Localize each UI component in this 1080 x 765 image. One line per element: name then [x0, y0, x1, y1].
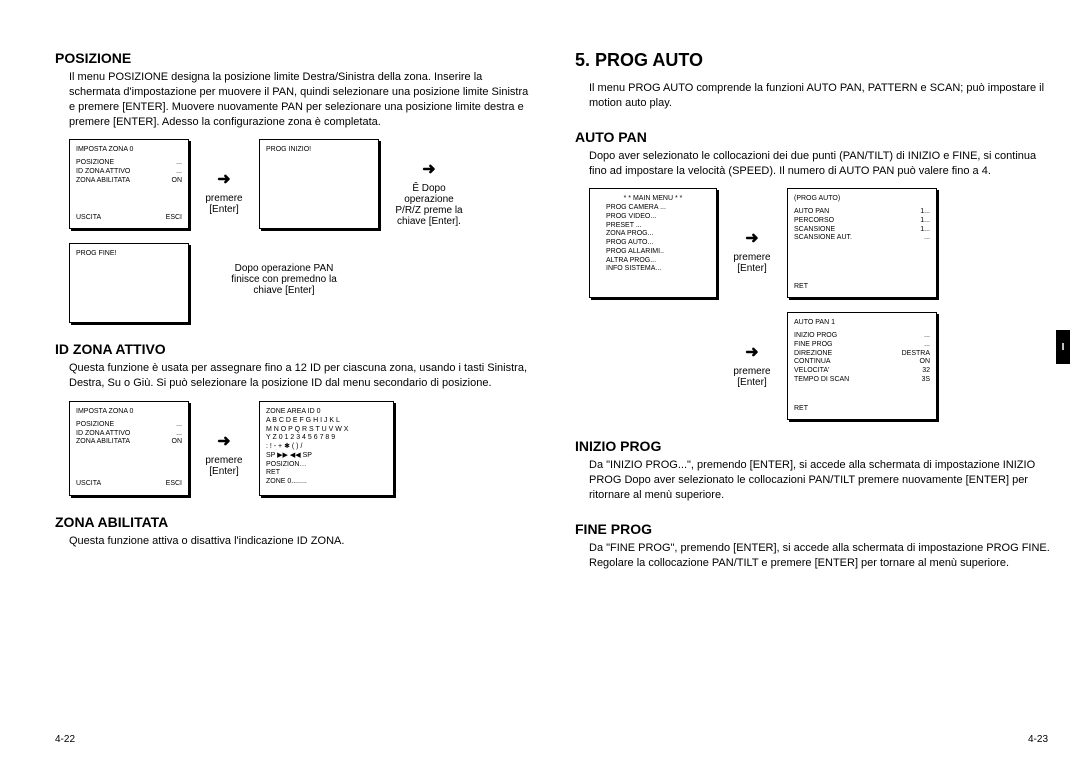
idzona-diagram: IMPOSTA ZONA 0 POSIZIONE... ID ZONA ATTI… — [69, 401, 535, 496]
zona-abilitata-body: Questa funzione attiva o disattiva l'ind… — [55, 534, 535, 549]
section-tab: I — [1056, 330, 1070, 364]
menu-box-prog-inizio: PROG INIZIO! — [259, 139, 379, 229]
left-page: POSIZIONE Il menu POSIZIONE designa la p… — [55, 50, 535, 549]
arrow-icon: ➜ — [745, 342, 758, 362]
menu-box-main-menu: * * MAIN MENU * * PROG CAMERA ... PROG V… — [589, 188, 717, 298]
arrow-3: ➜ premere [Enter] — [189, 401, 259, 477]
fine-prog-heading: FINE PROG — [575, 521, 1055, 537]
fine-prog-body: Da "FINE PROG", premendo [ENTER], si acc… — [575, 541, 1055, 571]
menu-box-imposta-zona-2: IMPOSTA ZONA 0 POSIZIONE... ID ZONA ATTI… — [69, 401, 189, 496]
menu-box-auto-pan-detail: AUTO PAN 1 INIZIO PROG... FINE PROG... D… — [787, 312, 937, 420]
autopan-body: Dopo aver selezionato le collocazioni de… — [575, 149, 1055, 179]
arrow-icon: ➜ — [422, 159, 435, 179]
menu-box-zone-area-id: ZONE AREA ID 0 A B C D E F G H I J K L M… — [259, 401, 394, 496]
right-page: 5. PROG AUTO Il menu PROG AUTO comprende… — [575, 50, 1055, 571]
idzona-body: Questa funzione è usata per assegnare fi… — [55, 361, 535, 391]
page-number-left: 4-22 — [55, 734, 75, 745]
arrow-icon: ➜ — [217, 169, 230, 189]
menu-box-imposta-zona: IMPOSTA ZONA 0 POSIZIONE... ID ZONA ATTI… — [69, 139, 189, 229]
menu-box-prog-fine: PROG FINE! — [69, 243, 189, 323]
arrow-2: ➜ Ê Dopo operazione P/R/Z preme la chiav… — [379, 139, 479, 227]
caption-prog-fine: Dopo operazione PAN finisce con premedno… — [189, 243, 379, 296]
inizio-prog-body: Da "INIZIO PROG...", premendo [ENTER], s… — [575, 458, 1055, 503]
posizione-heading: POSIZIONE — [55, 50, 535, 66]
zona-abilitata-heading: ZONA ABILITATA — [55, 514, 535, 530]
inizio-prog-heading: INIZIO PROG — [575, 438, 1055, 454]
menu-box-prog-auto: (PROG AUTO) AUTO PAN1... PERCORSO1... SC… — [787, 188, 937, 298]
prog-auto-title: 5. PROG AUTO — [575, 50, 1055, 71]
posizione-diagram: IMPOSTA ZONA 0 POSIZIONE... ID ZONA ATTI… — [69, 139, 535, 323]
prog-auto-intro: Il menu PROG AUTO comprende la funzioni … — [575, 81, 1055, 111]
arrow-icon: ➜ — [745, 228, 758, 248]
idzona-heading: ID ZONA ATTIVO — [55, 341, 535, 357]
arrow-icon: ➜ — [217, 431, 230, 451]
page-number-right: 4-23 — [1028, 734, 1048, 745]
arrow-r1: ➜ premere [Enter] — [717, 188, 787, 274]
box1-title: IMPOSTA ZONA 0 — [76, 146, 182, 155]
arrow-r2: ➜ premere [Enter] — [717, 312, 787, 388]
arrow-1: ➜ premere [Enter] — [189, 139, 259, 215]
autopan-heading: AUTO PAN — [575, 129, 1055, 145]
posizione-body: Il menu POSIZIONE designa la posizione l… — [55, 70, 535, 129]
autopan-diagram: * * MAIN MENU * * PROG CAMERA ... PROG V… — [589, 188, 1055, 420]
